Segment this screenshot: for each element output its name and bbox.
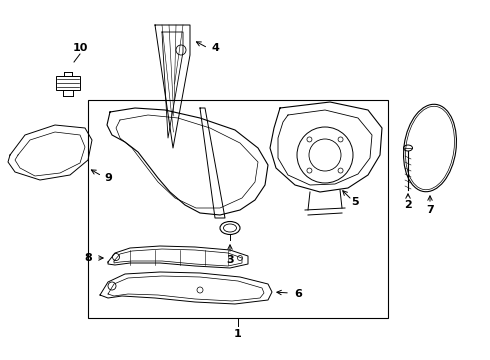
Text: 3: 3 [226,255,234,265]
Text: 7: 7 [426,205,434,215]
Text: 8: 8 [84,253,92,263]
Text: 2: 2 [404,200,412,210]
Text: 4: 4 [211,43,219,53]
Text: 1: 1 [234,329,242,339]
Text: 6: 6 [294,289,302,299]
Bar [56,76,80,90]
Text: 5: 5 [351,197,359,207]
Text: 10: 10 [73,43,88,53]
Bar [88,100,388,318]
Text: 9: 9 [104,173,112,183]
